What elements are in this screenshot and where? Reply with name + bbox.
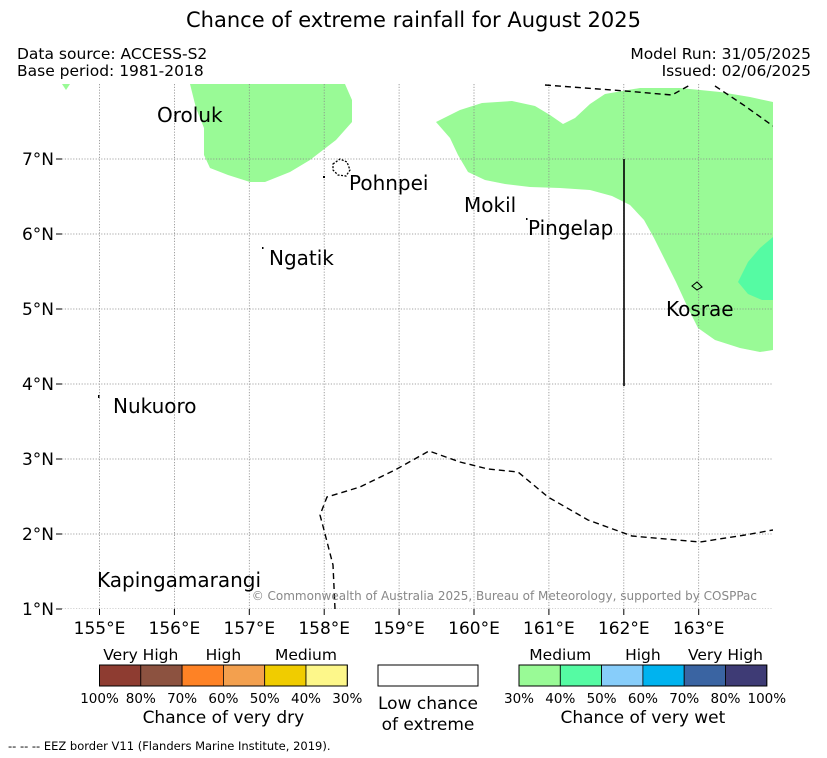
dry-swatch <box>99 664 142 687</box>
place-label-kapingamarangi: Kapingamarangi <box>97 568 261 592</box>
eez-border-north <box>544 84 691 96</box>
wet-tick-label: 70% <box>669 691 699 707</box>
base-period: Base period: 1981-2018 <box>17 62 204 80</box>
wet-medium-region-north <box>190 84 352 182</box>
low-chance-label: Low chance <box>378 694 478 714</box>
wet-colorbar: 30% 40% 50% 60% 70% 80% 100% Medium High Very Hig… <box>504 646 786 728</box>
place-label-kosrae: Kosrae <box>666 297 734 321</box>
place-label-mokil: Mokil <box>464 193 516 217</box>
dry-category-label: Very High <box>103 646 178 664</box>
island-marker <box>262 247 264 249</box>
wet-medium-high-region <box>738 237 773 300</box>
wet-medium-region-east <box>436 88 773 352</box>
dry-swatch <box>264 664 307 687</box>
wet-swatch <box>601 664 644 687</box>
low-chance-swatch <box>377 664 479 687</box>
dry-colorbar-frame <box>99 664 348 687</box>
wet-swatch <box>518 664 561 687</box>
map-area: Oroluk Pohnpei Mokil Pingelap Ngatik Kos… <box>62 84 773 609</box>
dry-tick-label: 50% <box>250 691 280 707</box>
run-info: Model Run: 31/05/2025 Issued: 02/06/2025 <box>630 46 811 80</box>
wet-colorbar-frame <box>518 664 768 687</box>
legend: 100% 80% 70% 60% 50% 40% 30% Very High High Mediu… <box>80 646 786 735</box>
wet-caption: Chance of very wet <box>560 708 725 728</box>
dry-caption: Chance of very dry <box>143 708 305 728</box>
place-label-oroluk: Oroluk <box>157 103 223 127</box>
model-run: Model Run: 31/05/2025 <box>630 45 811 63</box>
island-marker <box>526 218 528 220</box>
eez-borders <box>319 84 773 609</box>
dry-tick-label: 80% <box>126 691 156 707</box>
low-chance-label: of extreme <box>382 715 475 735</box>
dry-swatch <box>222 664 266 687</box>
lat-tick-label: 4°N <box>22 375 54 395</box>
place-label-ngatik: Ngatik <box>269 246 334 270</box>
lat-tick-label: 1°N <box>22 600 54 620</box>
lon-tick-label: 157°E <box>223 619 275 639</box>
dry-tick-label: 40% <box>291 691 321 707</box>
wet-category-label: Very High <box>688 646 763 664</box>
place-label-pohnpei: Pohnpei <box>349 171 429 195</box>
map-title: Chance of extreme rainfall for August 20… <box>186 8 641 32</box>
lon-tick-label: 163°E <box>673 619 725 639</box>
dry-swatch <box>181 664 224 687</box>
wet-tick-label: 50% <box>587 691 617 707</box>
wet-swatch <box>725 664 768 687</box>
atoll-markers <box>98 176 528 398</box>
source-info: Data source: ACCESS-S2 Base period: 1981… <box>17 46 207 80</box>
dry-tick-label: 100% <box>80 691 119 707</box>
dry-category-label: High <box>206 646 242 664</box>
graticule <box>62 84 773 609</box>
lon-tick-label: 155°E <box>74 619 126 639</box>
wet-tick-label: 60% <box>628 691 658 707</box>
wet-swatch <box>559 664 602 687</box>
lon-tick-label: 161°E <box>523 619 575 639</box>
issued-date: Issued: 02/06/2025 <box>661 62 811 80</box>
data-source: Data source: ACCESS-S2 <box>17 45 208 63</box>
place-label-nukuoro: Nukuoro <box>113 394 197 418</box>
lat-tick-label: 3°N <box>22 450 54 470</box>
place-labels: Oroluk Pohnpei Mokil Pingelap Ngatik Kos… <box>97 103 734 592</box>
dry-colorbar: 100% 80% 70% 60% 50% 40% 30% Very High High Mediu… <box>80 646 362 728</box>
dry-swatch <box>140 664 183 687</box>
place-label-pingelap: Pingelap <box>528 216 613 240</box>
lat-tick-label: 2°N <box>22 525 54 545</box>
lon-tick-label: 159°E <box>373 619 425 639</box>
copyright-notice: © Commonwealth of Australia 2025, Bureau… <box>252 589 757 603</box>
wet-tick-label: 40% <box>545 691 575 707</box>
eez-border-northeast <box>714 85 773 127</box>
island-marker <box>98 395 100 398</box>
lat-tick-label: 5°N <box>22 300 54 320</box>
dry-tick-label: 30% <box>332 691 362 707</box>
dry-tick-label: 70% <box>167 691 197 707</box>
lat-tick-label: 7°N <box>22 150 54 170</box>
dry-category-label: Medium <box>275 646 337 664</box>
island-marker <box>323 176 325 178</box>
eez-footnote: -- -- -- EEZ border V11 (Flanders Marine… <box>8 739 331 753</box>
lon-tick-label: 156°E <box>149 619 201 639</box>
map-axes: 155°E 156°E 157°E 158°E 159°E 160°E 161°E 162°E… <box>22 150 725 639</box>
lon-tick-label: 162°E <box>598 619 650 639</box>
kosrae-island <box>691 281 703 291</box>
wet-tick-label: 30% <box>504 691 534 707</box>
wet-tick-label: 80% <box>710 691 740 707</box>
wet-swatch <box>683 664 726 687</box>
wet-medium-fragment <box>62 84 70 90</box>
wet-tick-label: 100% <box>747 691 786 707</box>
pohnpei-island <box>332 158 351 177</box>
wet-category-label: High <box>625 646 661 664</box>
lon-tick-label: 158°E <box>298 619 350 639</box>
wet-swatch <box>642 664 685 687</box>
wet-category-label: Medium <box>529 646 591 664</box>
lat-tick-label: 6°N <box>22 225 54 245</box>
dry-swatch <box>305 664 348 687</box>
dry-tick-label: 60% <box>208 691 238 707</box>
lon-tick-label: 160°E <box>448 619 500 639</box>
eez-border-south <box>319 450 773 609</box>
